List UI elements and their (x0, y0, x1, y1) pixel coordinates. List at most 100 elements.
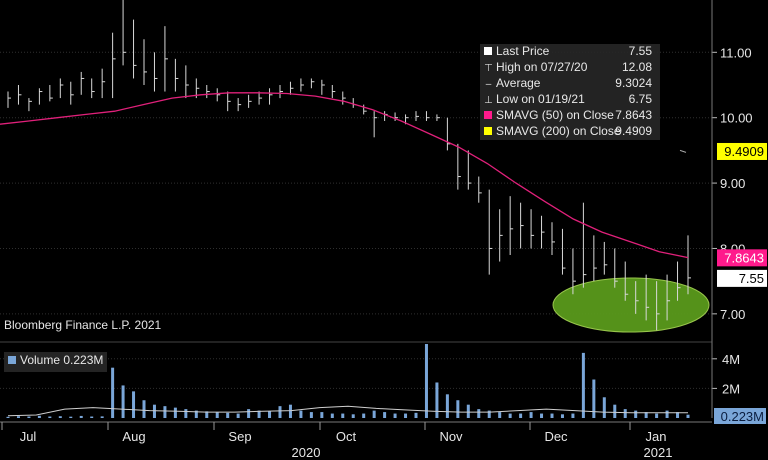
volume-tick-label: 2M (722, 381, 740, 396)
volume-bar (665, 410, 669, 418)
volume-bar (309, 412, 313, 418)
volume-bar (466, 404, 470, 418)
volume-bar (550, 413, 554, 418)
dash-icon: – (485, 79, 492, 90)
volume-bar (215, 412, 219, 418)
legend-value-low: 6.75 (628, 92, 652, 106)
volume-bar (330, 413, 334, 418)
price-tick-label: 10.00 (720, 111, 753, 126)
volume-bar (686, 414, 690, 418)
volume-bar (456, 400, 460, 418)
legend-value-sma200: 9.4909 (615, 124, 652, 138)
volume-bar (341, 413, 345, 418)
legend-row-sma200: SMAVG (200) on Close (484, 124, 621, 140)
volume-bar (173, 407, 177, 418)
volume-bar (676, 412, 680, 418)
volume-bar (351, 414, 355, 418)
volume-bar (477, 409, 481, 418)
price-tick-label: 7.00 (720, 307, 745, 322)
volume-bar (508, 413, 512, 418)
year-label: 2020 (292, 445, 321, 460)
legend-label-last-price: Last Price (496, 44, 550, 58)
volume-bar (100, 416, 104, 418)
volume-bar (58, 416, 62, 418)
price-tick-label: 11.00 (720, 45, 752, 60)
volume-bar (152, 404, 156, 418)
volume-legend: Volume 0.223M (4, 352, 108, 372)
legend-label-high: High on 07/27/20 (496, 60, 588, 74)
legend-row-last-price: Last Price (484, 44, 549, 60)
volume-bar (560, 414, 564, 418)
volume-bar (540, 413, 544, 418)
legend-label-average: Average (496, 76, 541, 90)
volume-bar (184, 409, 188, 418)
month-label: Dec (544, 429, 568, 444)
volume-bar (48, 416, 52, 418)
value-badge-label: 7.55 (739, 271, 764, 286)
price-legend: Last Price 7.55 ⊤ High on 07/27/20 12.08 … (480, 44, 660, 140)
legend-label-sma200: SMAVG (200) on Close (496, 124, 621, 138)
volume-bar (372, 410, 376, 418)
volume-bar (435, 382, 439, 418)
volume-bar (299, 410, 303, 418)
legend-row-low: ⊥ Low on 01/19/21 (484, 92, 585, 108)
volume-bar (404, 413, 408, 418)
volume-bar (121, 385, 125, 418)
legend-label-low: Low on 01/19/21 (496, 92, 585, 106)
volume-badge-label: 0.223M (721, 409, 764, 424)
up-tick-icon: ⊤ (484, 63, 493, 74)
volume-bar (393, 413, 397, 418)
volume-bar (111, 367, 115, 418)
volume-bar (414, 412, 418, 418)
volume-bar (519, 413, 523, 418)
value-badge-label: 7.8643 (724, 250, 764, 265)
yellow-square-icon (484, 127, 492, 135)
volume-bar (445, 394, 449, 418)
volume-bar (602, 397, 606, 418)
sma50-line (0, 92, 689, 259)
magenta-square-icon (484, 111, 492, 119)
month-label: Jan (646, 429, 667, 444)
down-tick-icon: ⊥ (484, 95, 493, 106)
volume-bar (79, 415, 83, 418)
volume-bar (163, 406, 167, 418)
volume-bar (634, 410, 638, 418)
volume-legend-label: Volume 0.223M (20, 353, 104, 367)
volume-bar (571, 413, 575, 418)
volume-tick-label: 4M (722, 352, 740, 367)
volume-bar (592, 379, 596, 418)
volume-bar (320, 412, 324, 418)
volume-bar (236, 413, 240, 418)
value-badge-label: 9.4909 (724, 144, 764, 159)
legend-row-sma50: SMAVG (50) on Close (484, 108, 614, 124)
volume-bar (194, 410, 198, 418)
volume-bar (132, 391, 136, 418)
legend-value-last-price: 7.55 (628, 44, 652, 58)
year-label: 2021 (644, 445, 673, 460)
month-label: Jul (20, 429, 37, 444)
value-badge (717, 269, 767, 287)
volume-bar (142, 400, 146, 418)
volume-bar (623, 409, 627, 418)
volume-bar (288, 404, 292, 418)
volume-bar (644, 412, 648, 418)
legend-row-average: – Average (484, 76, 541, 92)
volume-badge (714, 408, 766, 424)
source-label: Bloomberg Finance L.P. 2021 (4, 318, 162, 332)
volume-bar (487, 410, 491, 418)
legend-value-average: 9.3024 (615, 76, 652, 90)
blue-square-icon (8, 356, 16, 364)
month-label: Oct (336, 429, 357, 444)
volume-bar (27, 416, 31, 418)
volume-bar (498, 412, 502, 418)
volume-bar (247, 409, 251, 418)
legend-row-high: ⊤ High on 07/27/20 (484, 60, 587, 76)
volume-bar (226, 412, 230, 418)
value-badge (717, 249, 767, 267)
value-badge (717, 142, 767, 160)
volume-bar (278, 406, 282, 418)
volume-bar (69, 416, 73, 418)
legend-label-sma50: SMAVG (50) on Close (496, 108, 614, 122)
volume-bar (16, 416, 20, 418)
